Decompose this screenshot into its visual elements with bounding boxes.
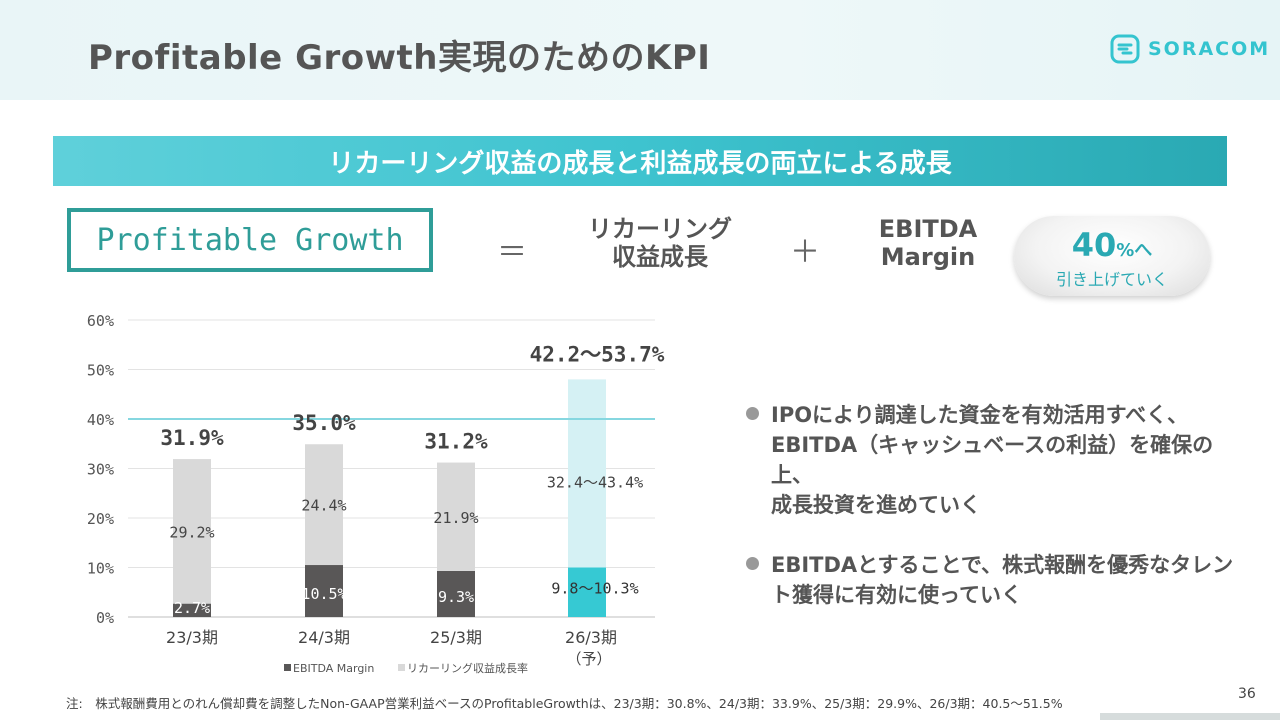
bullet-line: ト獲得に有効に使っていく xyxy=(771,583,1022,607)
x-category-label: 24/3期 xyxy=(298,628,350,647)
ebitda-data-label: 9.3% xyxy=(438,588,474,606)
bar-ebitda-margin xyxy=(173,603,211,617)
legend-swatch-ebitda xyxy=(284,664,291,671)
page-number: 36 xyxy=(1238,686,1256,702)
target-number: 40 xyxy=(1071,226,1117,264)
y-tick-label: 10% xyxy=(87,560,114,578)
target-subtext: 引き上げていく xyxy=(1055,270,1168,289)
bullet-line: 成長投資を進めていく xyxy=(771,493,981,517)
recurring-growth-line1: リカーリング xyxy=(588,215,732,243)
ebitda-margin-term: EBITDA Margin xyxy=(848,215,1008,271)
equals-sign: ＝ xyxy=(497,235,527,270)
legend-label-recurring: リカーリング収益成長率 xyxy=(407,661,528,675)
bar-ebitda-margin xyxy=(568,567,606,617)
y-tick-label: 50% xyxy=(87,362,114,380)
bar-recurring-growth xyxy=(173,459,211,604)
bullet-line: EBITDA（キャッシュベースの利益）を確保の上、 xyxy=(771,433,1214,487)
ebitda-data-label: 9.8～10.3% xyxy=(551,580,638,598)
recurring-data-label: 29.2% xyxy=(169,523,214,541)
total-label: 35.0% xyxy=(292,411,356,435)
y-tick-label: 40% xyxy=(87,411,114,429)
recurring-data-label: 24.4% xyxy=(301,497,346,515)
bar-recurring-growth xyxy=(437,462,475,571)
recurring-data-label: 21.9% xyxy=(433,509,478,527)
kpi-chart: 0% 10% 20% 30% 40% 50% 60% 2.7% 29.2% 10.5% 24.4% 9… xyxy=(87,312,665,675)
ebitda-margin-line1: EBITDA xyxy=(878,215,978,243)
logo-text: SORACOM xyxy=(1148,38,1271,60)
x-category-sublabel: （予） xyxy=(566,650,611,668)
y-tick-label: 60% xyxy=(87,312,114,330)
page-title: Profitable Growth実現のためのKPI xyxy=(88,38,711,78)
header-band: Profitable Growth実現のためのKPI SORACOM xyxy=(0,0,1280,100)
bullet-item: EBITDAとすることで、株式報酬を優秀なタレン ト獲得に有効に使っていく xyxy=(746,550,1246,610)
legend-label-ebitda: EBITDA Margin xyxy=(293,662,374,675)
y-tick-label: 20% xyxy=(87,510,114,528)
legend-swatch-recurring xyxy=(398,664,405,671)
recurring-growth-line2: 収益成長 xyxy=(612,243,708,271)
bullet-text: IPOにより調達した資金を有効活用すべく、 EBITDA（キャッシュベースの利益… xyxy=(771,400,1246,520)
headline-banner: リカーリング収益の成長と利益成長の両立による成長 xyxy=(53,136,1227,186)
total-label: 31.9% xyxy=(160,426,224,450)
recurring-data-label: 32.4～43.4% xyxy=(547,473,643,491)
target-unit: %へ xyxy=(1116,240,1153,261)
bar-recurring-growth xyxy=(305,444,343,566)
bullet-dot-icon xyxy=(746,407,759,420)
ebitda-data-label: 2.7% xyxy=(174,599,210,617)
target-value: 40%へ xyxy=(1014,226,1210,264)
bullet-list: IPOにより調達した資金を有効活用すべく、 EBITDA（キャッシュベースの利益… xyxy=(746,400,1246,640)
recurring-growth-term: リカーリング 収益成長 xyxy=(570,215,750,271)
soracom-logo-icon xyxy=(1110,34,1140,64)
target-badge: 40%へ 引き上げていく xyxy=(1014,216,1210,296)
soracom-logo: SORACOM xyxy=(1110,34,1270,64)
y-tick-label: 0% xyxy=(96,609,114,627)
total-label: 42.2～53.7% xyxy=(530,342,665,366)
total-label: 31.2% xyxy=(424,430,488,454)
ebitda-margin-line2: Margin xyxy=(880,243,976,271)
y-tick-label: 30% xyxy=(87,461,114,479)
x-category-label: 23/3期 xyxy=(166,628,218,647)
bullet-dot-icon xyxy=(746,557,759,570)
bar-recurring-growth xyxy=(568,379,606,568)
bullet-line: EBITDAとすることで、株式報酬を優秀なタレン xyxy=(771,553,1234,577)
bottom-accent-bar xyxy=(1100,713,1280,720)
x-category-label: 26/3期 xyxy=(565,628,617,647)
x-category-label: 25/3期 xyxy=(430,628,482,647)
bullet-text: EBITDAとすることで、株式報酬を優秀なタレン ト獲得に有効に使っていく xyxy=(771,550,1233,610)
bar-ebitda-margin xyxy=(437,570,475,617)
profitable-growth-box: Profitable Growth xyxy=(67,208,433,272)
plus-sign: ＋ xyxy=(790,235,820,270)
ebitda-data-label: 10.5% xyxy=(301,585,346,603)
footnote: 注: 株式報酬費用とのれん償却費を調整したNon-GAAP営業利益ベースのPro… xyxy=(66,696,1063,711)
bar-ebitda-margin xyxy=(305,565,343,617)
bullet-line: IPOにより調達した資金を有効活用すべく、 xyxy=(771,403,1189,427)
bullet-item: IPOにより調達した資金を有効活用すべく、 EBITDA（キャッシュベースの利益… xyxy=(746,400,1246,520)
